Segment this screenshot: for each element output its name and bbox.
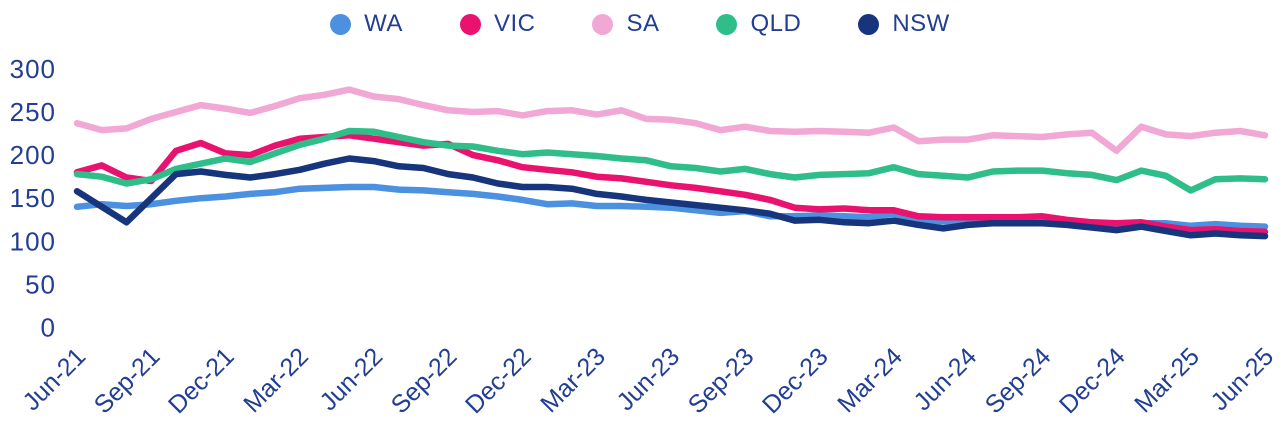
nsw-legend-label: NSW bbox=[892, 10, 950, 37]
series-line-sa bbox=[73, 86, 1269, 155]
y-tick-label: 50 bbox=[25, 269, 56, 299]
x-tick-label: Mar-22 bbox=[238, 342, 314, 418]
y-tick-label: 250 bbox=[10, 97, 56, 127]
vic-legend-dot-icon bbox=[459, 13, 481, 35]
x-tick-label: Dec-22 bbox=[460, 342, 537, 419]
x-tick-label: Sep-24 bbox=[980, 342, 1057, 419]
x-tick-label: Jun-25 bbox=[1205, 342, 1279, 416]
x-tick-label: Dec-23 bbox=[757, 342, 834, 419]
y-tick-label: 300 bbox=[10, 54, 56, 84]
nsw-legend-dot-icon bbox=[858, 13, 880, 35]
wa-legend-dot-icon bbox=[330, 13, 352, 35]
y-tick-label: 100 bbox=[10, 226, 56, 256]
x-tick-label: Sep-21 bbox=[89, 342, 166, 419]
legend-item-nsw: NSW bbox=[858, 10, 950, 38]
wa-legend-label: WA bbox=[364, 10, 403, 37]
qld-legend-dot-icon bbox=[716, 13, 738, 35]
x-tick-label: Sep-22 bbox=[386, 342, 463, 419]
x-tick-label: Dec-21 bbox=[163, 342, 240, 419]
sa-legend-dot-icon bbox=[592, 13, 614, 35]
x-tick-label: Dec-24 bbox=[1054, 342, 1131, 419]
x-tick-label: Mar-24 bbox=[832, 342, 908, 418]
x-tick-label: Sep-23 bbox=[683, 342, 760, 419]
y-tick-label: 150 bbox=[10, 183, 56, 213]
vic-legend-label: VIC bbox=[493, 10, 536, 37]
sa-legend-label: SA bbox=[626, 10, 660, 37]
legend-item-vic: VIC bbox=[459, 10, 536, 38]
legend-item-sa: SA bbox=[592, 10, 659, 38]
x-tick-label: Mar-23 bbox=[535, 342, 611, 418]
y-tick-label: 200 bbox=[10, 140, 56, 170]
x-tick-label: Jun-24 bbox=[908, 342, 982, 416]
x-tick-label: Mar-25 bbox=[1129, 342, 1205, 418]
series-line-vic bbox=[73, 132, 1269, 236]
legend-item-qld: QLD bbox=[716, 10, 801, 38]
chart-legend: WA VIC SA QLD NSW bbox=[0, 8, 1280, 40]
legend-item-wa: WA bbox=[330, 10, 403, 38]
series-line-nsw bbox=[73, 155, 1269, 240]
qld-legend-label: QLD bbox=[750, 10, 802, 37]
x-tick-label: Jun-22 bbox=[314, 342, 388, 416]
series-line-qld bbox=[73, 127, 1269, 194]
x-tick-label: Jun-23 bbox=[611, 342, 685, 416]
x-tick-label: Jun-21 bbox=[17, 342, 91, 416]
y-tick-label: 0 bbox=[41, 313, 56, 343]
